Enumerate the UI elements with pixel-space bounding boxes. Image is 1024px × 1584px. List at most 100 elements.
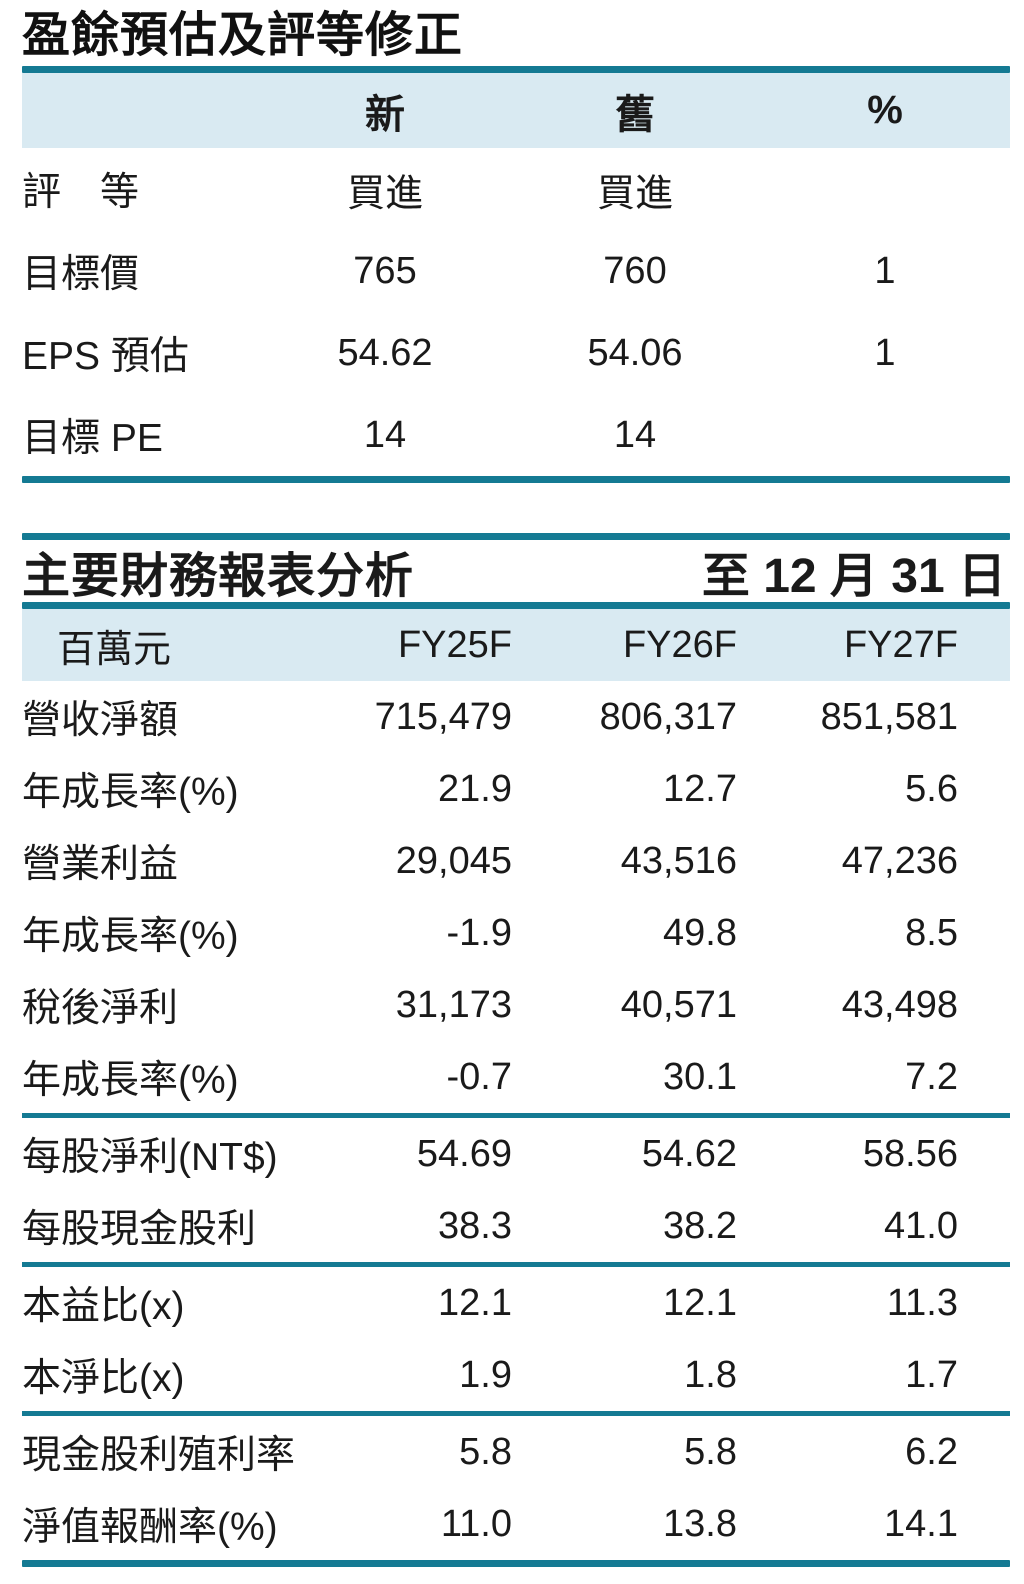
row-value-fy25f: 11.0 [440,1502,512,1545]
table-row: 每股淨利(NT$) 54.69 54.62 58.56 [22,1118,1010,1190]
table-row: 現金股利殖利率 5.8 5.8 6.2 [22,1416,1010,1488]
section-gap [22,483,1010,533]
table2-section-divider [22,1113,1010,1118]
row-label: 目標 PE [22,417,163,460]
row-value-pct: 1 [874,331,896,374]
table-row: 營收淨額 715,479 806,317 851,581 [22,681,1010,753]
row-label: EPS 預估 [22,335,189,378]
row-value-fy26f: 1.8 [684,1353,737,1396]
row-value-old: 760 [603,249,667,292]
row-label: 現金股利殖利率 [22,1434,296,1477]
row-value-fy27f: 11.3 [886,1281,958,1324]
row-value-new: 14 [363,413,407,456]
row-label: 每股淨利(NT$) [22,1136,278,1179]
table2-title-rule [22,602,1010,609]
table2-header-row: 百萬元 FY25F FY26F FY27F [22,609,1010,681]
table-row: 營業利益 29,045 43,516 47,236 [22,825,1010,897]
row-value-fy27f: 41.0 [884,1204,958,1247]
row-value-new: 買進 [346,172,423,215]
row-value-fy27f: 1.7 [905,1353,958,1396]
row-value-fy27f: 47,236 [841,839,958,882]
table1-header-row: 新 舊 % [22,73,1010,148]
table2-header-fy25f: FY25F [397,623,512,666]
table-row: 本淨比(x) 1.9 1.8 1.7 [22,1339,1010,1411]
row-value-fy25f: 29,045 [395,839,512,882]
row-value-fy26f: 806,317 [599,695,737,738]
row-value-fy27f: 6.2 [905,1430,958,1473]
row-value-fy26f: 12.7 [663,767,737,810]
row-value-fy27f: 43,498 [841,983,958,1026]
table2-header-unit: 百萬元 [57,628,172,671]
row-value-fy25f: 715,479 [374,695,512,738]
table2-header-fy26f: FY26F [622,623,737,666]
table-row: 目標價 765 760 1 [22,230,1010,312]
row-value-new: 765 [353,249,417,292]
row-value-fy27f: 8.5 [905,911,958,954]
row-label: 稅後淨利 [22,987,179,1030]
row-value-fy25f: -0.7 [446,1055,512,1098]
row-value-fy26f: 54.62 [641,1132,737,1175]
row-value-fy26f: 40,571 [620,983,737,1026]
row-label: 營業利益 [22,843,179,886]
table1-header-new: 新 [365,92,405,137]
row-value-fy26f: 43,516 [620,839,737,882]
table-row: 評 等 買進 買進 [22,148,1010,230]
row-value-fy25f: 12.1 [438,1281,512,1324]
table1-bottom-rule [22,476,1010,483]
table2-titlebar: 主要財務報表分析 至 12 月 31 日 [22,540,1010,603]
table-row: 目標 PE 14 14 [22,394,1010,476]
table2-title: 主要財務報表分析 [22,550,415,603]
row-value-fy27f: 58.56 [862,1132,958,1175]
row-value-fy26f: 38.2 [663,1204,737,1247]
row-value-fy26f: 12.1 [663,1281,737,1324]
table2-section-divider [22,1262,1010,1267]
table-row: 本益比(x) 12.1 12.1 11.3 [22,1267,1010,1339]
row-value-fy25f: 31,173 [395,983,512,1026]
row-value-fy25f: -1.9 [446,911,512,954]
row-value-fy27f: 851,581 [820,695,958,738]
row-value-fy27f: 7.2 [905,1055,958,1098]
row-label: 本益比(x) [22,1285,185,1328]
table-row: 年成長率(%) -1.9 49.8 8.5 [22,897,1010,969]
row-label: 每股現金股利 [22,1208,257,1251]
table2-top-rule [22,533,1010,540]
report-content: 盈餘預估及評等修正 新 舊 % 評 等 買進 買進 目標價 765 760 1 … [22,0,1010,1567]
row-value-fy26f: 49.8 [663,911,737,954]
table-row: 稅後淨利 31,173 40,571 43,498 [22,969,1010,1041]
row-value-old: 14 [613,413,657,456]
row-label: 本淨比(x) [22,1357,185,1400]
row-label: 淨值報酬率(%) [22,1506,278,1549]
table1-header-old: 舊 [615,92,655,137]
table-row: 年成長率(%) 21.9 12.7 5.6 [22,753,1010,825]
row-value-fy25f: 21.9 [438,767,512,810]
table-row: 年成長率(%) -0.7 30.1 7.2 [22,1041,1010,1113]
row-label: 年成長率(%) [22,1059,239,1102]
row-value-fy25f: 54.69 [416,1132,512,1175]
row-value-fy25f: 1.9 [459,1353,512,1396]
row-value-new: 54.62 [337,331,433,374]
table1-title: 盈餘預估及評等修正 [22,9,464,62]
table1-top-rule [22,66,1010,73]
row-label: 目標價 [22,253,140,296]
table1-header-pct: % [867,88,903,132]
table2-section-divider [22,1411,1010,1416]
row-value-fy25f: 38.3 [438,1204,512,1247]
table2-bottom-rule [22,1560,1010,1567]
row-value-pct: 1 [874,249,896,292]
table2-date-label: 至 12 月 31 日 [701,550,1006,603]
row-value-fy26f: 5.8 [684,1430,737,1473]
row-value-fy25f: 5.8 [459,1430,512,1473]
row-label: 營收淨額 [22,699,179,742]
table-row: 淨值報酬率(%) 11.0 13.8 14.1 [22,1488,1010,1560]
row-label: 評 等 [22,171,140,214]
row-value-old: 54.06 [587,331,683,374]
table-row: EPS 預估 54.62 54.06 1 [22,312,1010,394]
row-value-fy27f: 5.6 [905,767,958,810]
row-value-fy26f: 13.8 [663,1502,737,1545]
row-label: 年成長率(%) [22,915,239,958]
row-label: 年成長率(%) [22,771,239,814]
row-value-fy26f: 30.1 [663,1055,737,1098]
row-value-fy27f: 14.1 [884,1502,958,1545]
table2-header-fy27f: FY27F [843,623,958,666]
